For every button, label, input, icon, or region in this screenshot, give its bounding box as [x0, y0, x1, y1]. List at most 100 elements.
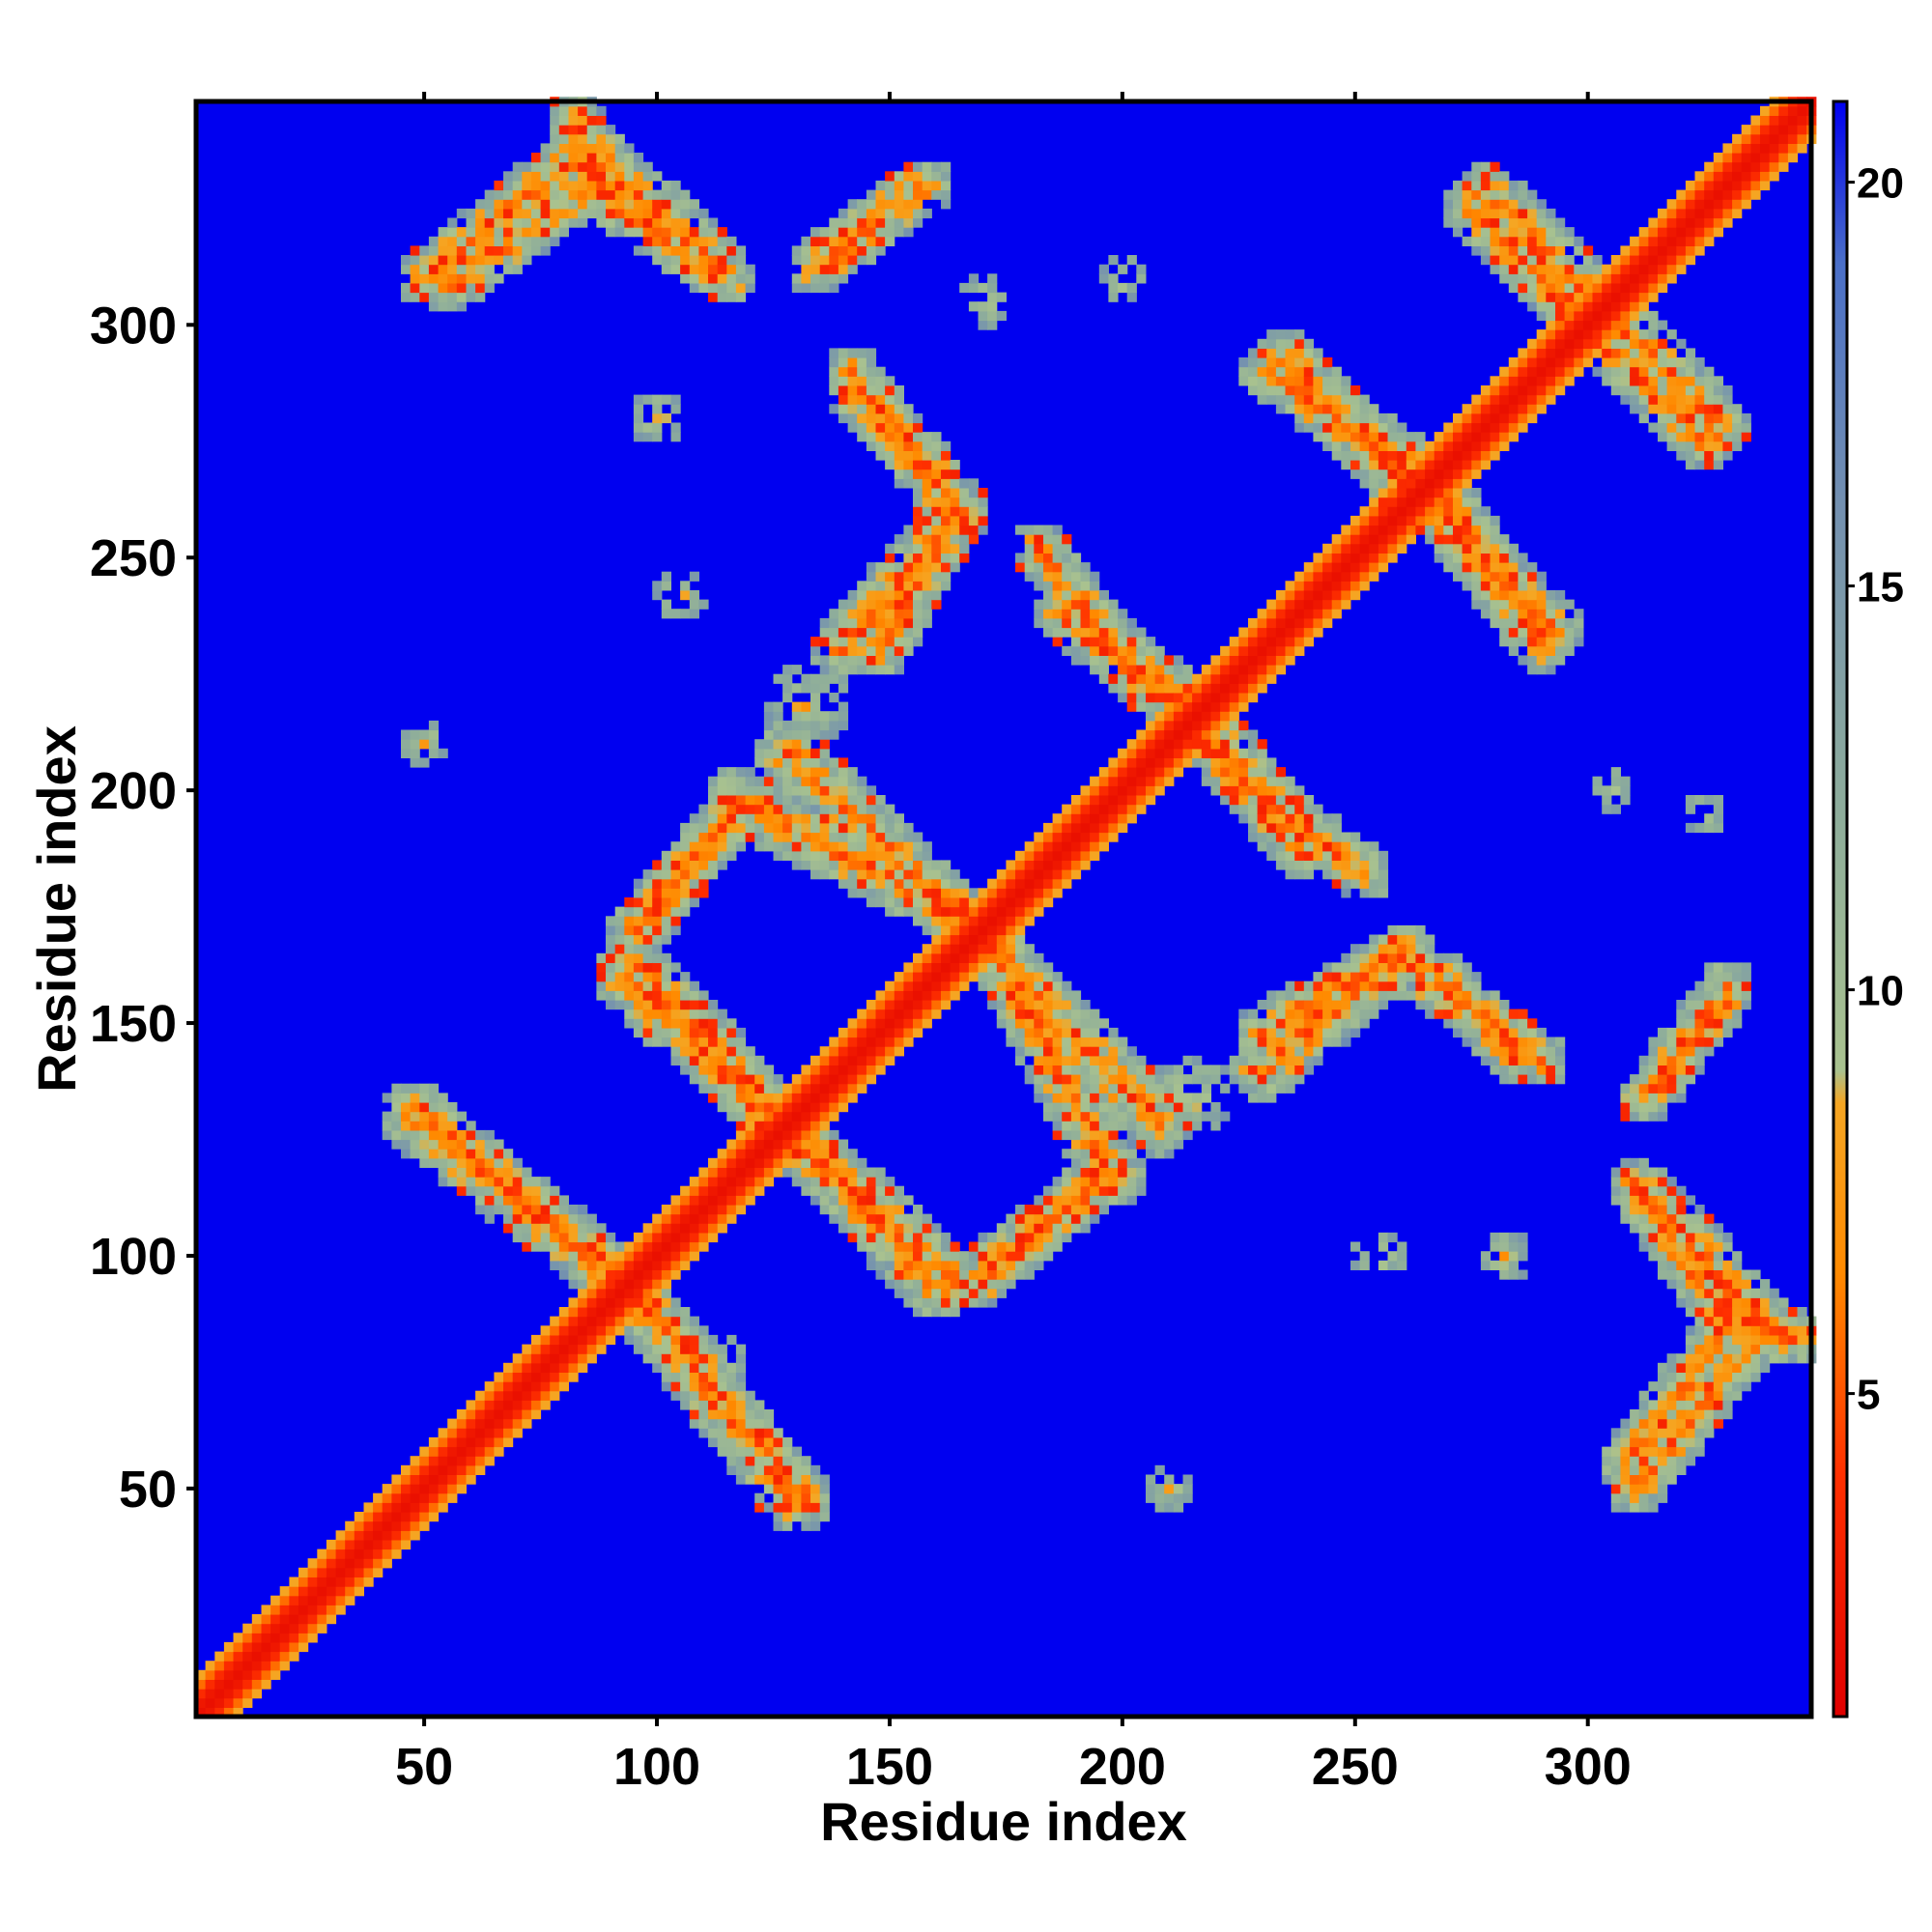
heatmap-cell	[1285, 1055, 1295, 1065]
heatmap-cell	[689, 1027, 699, 1038]
heatmap-cell	[1285, 860, 1295, 870]
heatmap-cell	[1052, 1046, 1063, 1057]
heatmap-cell	[475, 1167, 486, 1178]
heatmap-cell	[1043, 617, 1054, 629]
heatmap-cell	[1536, 264, 1547, 274]
heatmap-cell	[1062, 860, 1072, 870]
heatmap-cell	[1359, 450, 1370, 461]
heatmap-cell	[810, 711, 821, 722]
heatmap-cell	[1024, 916, 1035, 926]
heatmap-cell	[857, 255, 867, 266]
heatmap-cell	[1406, 469, 1416, 479]
heatmap-cell	[354, 1577, 364, 1587]
heatmap-cell	[1462, 208, 1472, 219]
heatmap-cell	[1397, 525, 1407, 535]
heatmap-cell	[689, 832, 699, 842]
heatmap-cell	[1238, 785, 1249, 796]
heatmap-cell	[1118, 1121, 1128, 1131]
heatmap-cell	[782, 1436, 793, 1448]
heatmap-cell	[466, 1157, 476, 1168]
heatmap-cell	[791, 795, 802, 806]
heatmap-cell	[680, 245, 691, 256]
heatmap-cell	[745, 1111, 755, 1122]
heatmap-cell	[1201, 720, 1211, 731]
heatmap-cell	[857, 404, 867, 414]
heatmap-cell	[447, 1111, 458, 1122]
heatmap-cell	[578, 1297, 588, 1308]
heatmap-cell	[1229, 683, 1239, 694]
heatmap-cell	[857, 1055, 867, 1065]
heatmap-cell	[866, 1037, 877, 1047]
heatmap-cell	[763, 1065, 775, 1075]
heatmap-cell	[857, 208, 867, 219]
heatmap-cell	[1043, 897, 1054, 908]
heatmap-cell	[903, 1195, 914, 1206]
heatmap-cell	[1443, 543, 1454, 554]
heatmap-cell	[847, 1157, 858, 1168]
heatmap-cell	[1062, 1177, 1072, 1187]
heatmap-cell	[335, 1558, 346, 1569]
heatmap-cell	[438, 748, 448, 758]
heatmap-cell	[652, 1279, 663, 1290]
heatmap-cell	[540, 208, 551, 219]
heatmap-cell	[1387, 1251, 1398, 1262]
heatmap-cell	[1508, 1018, 1519, 1029]
heatmap-cell	[596, 1269, 607, 1280]
heatmap-cell	[941, 1260, 952, 1270]
heatmap-cell	[1369, 888, 1379, 898]
heatmap-cell	[1546, 310, 1556, 322]
heatmap-cell	[1146, 701, 1156, 712]
heatmap-cell	[745, 1093, 755, 1103]
heatmap-cell	[1499, 1065, 1510, 1075]
heatmap-cell	[922, 432, 932, 442]
heatmap-cell	[689, 1325, 699, 1336]
heatmap-cell	[1266, 1000, 1277, 1010]
heatmap-cell	[1453, 525, 1463, 535]
heatmap-cell	[642, 1037, 653, 1047]
heatmap-cell	[708, 804, 719, 814]
heatmap-cell	[1387, 534, 1398, 545]
heatmap-cell	[652, 1344, 663, 1354]
heatmap-cell	[1480, 208, 1492, 219]
heatmap-cell	[1518, 208, 1528, 219]
heatmap-cell	[1555, 217, 1566, 228]
heatmap-cell	[866, 617, 877, 629]
heatmap-cell	[1229, 767, 1239, 778]
heatmap-cell	[698, 1185, 709, 1196]
heatmap-cell	[791, 1512, 802, 1522]
heatmap-cell	[1266, 599, 1277, 610]
heatmap-cell	[1210, 673, 1221, 684]
heatmap-cell	[558, 1232, 569, 1243]
heatmap-cell	[606, 171, 616, 182]
heatmap-cell	[913, 432, 923, 442]
heatmap-cell	[1034, 553, 1044, 563]
heatmap-cell	[484, 236, 495, 246]
heatmap-cell	[1294, 422, 1305, 433]
heatmap-cell	[1294, 338, 1305, 349]
heatmap-cell	[708, 1037, 719, 1047]
heatmap-cell	[1527, 562, 1538, 573]
heatmap-cell	[1359, 841, 1370, 852]
heatmap-cell	[922, 450, 932, 461]
heatmap-cell	[326, 1605, 337, 1615]
heatmap-cell	[1303, 980, 1314, 991]
heatmap-cell	[1070, 1157, 1082, 1168]
heatmap-cell	[1518, 376, 1528, 386]
heatmap-cell	[1490, 385, 1500, 396]
heatmap-cell	[689, 609, 699, 619]
heatmap-cell	[1108, 617, 1119, 629]
heatmap-cell	[708, 1055, 719, 1065]
heatmap-cell	[1043, 1223, 1054, 1234]
heatmap-cell	[1415, 525, 1426, 535]
heatmap-cell	[1210, 785, 1221, 796]
heatmap-cell	[847, 609, 858, 619]
heatmap-cell	[456, 1129, 467, 1141]
heatmap-cell	[1229, 729, 1239, 740]
heatmap-cell	[1462, 1027, 1472, 1038]
heatmap-cell	[754, 1418, 765, 1429]
heatmap-cell	[1210, 1111, 1221, 1122]
heatmap-cell	[1480, 460, 1492, 470]
heatmap-cell	[698, 1074, 709, 1085]
heatmap-cell	[680, 1381, 691, 1392]
heatmap-cell	[1508, 627, 1519, 638]
